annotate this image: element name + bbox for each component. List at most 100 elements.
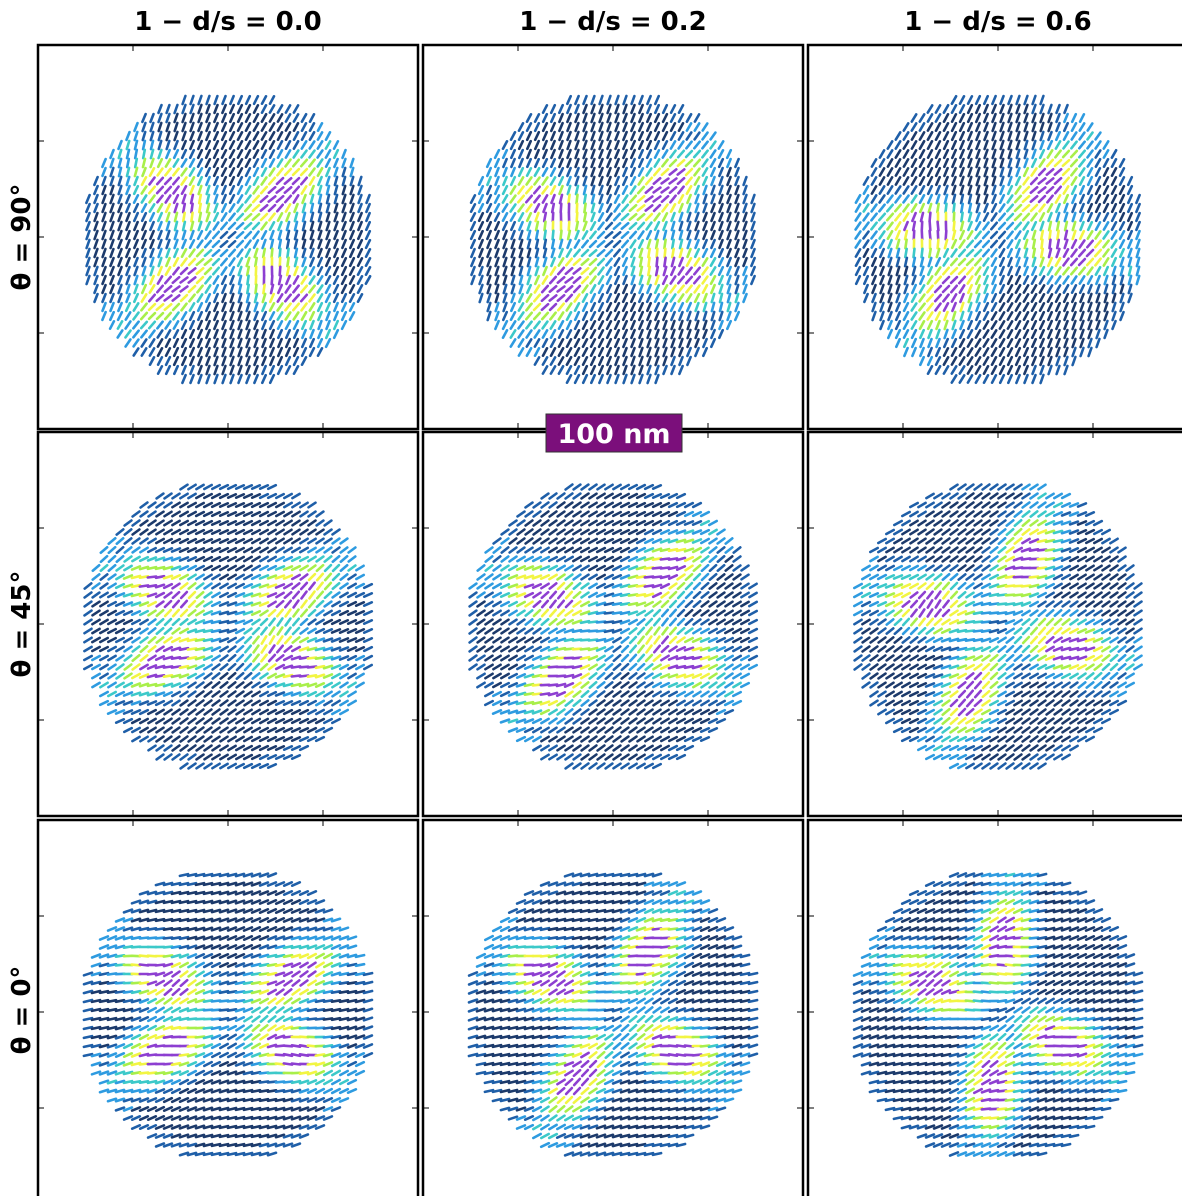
director (996, 574, 1008, 580)
director (341, 220, 347, 232)
director (194, 637, 206, 643)
director (676, 581, 686, 591)
director (510, 292, 516, 304)
director (226, 610, 238, 616)
director (141, 220, 147, 232)
director (572, 257, 582, 267)
director (934, 166, 942, 178)
director (163, 744, 173, 752)
director (694, 220, 700, 232)
director (163, 708, 173, 716)
director (1086, 274, 1094, 286)
director (293, 238, 299, 250)
director (926, 184, 934, 196)
director (886, 221, 894, 231)
director (477, 193, 485, 205)
director (999, 130, 1005, 142)
director (341, 148, 347, 160)
director (485, 220, 493, 232)
director (643, 600, 655, 608)
director (1039, 373, 1045, 385)
director (547, 646, 559, 652)
director (1014, 302, 1022, 312)
director (533, 121, 541, 133)
director (258, 762, 270, 770)
director (213, 103, 219, 115)
director (716, 546, 726, 554)
director (683, 708, 695, 716)
director (499, 582, 511, 590)
director (98, 699, 110, 707)
director (1103, 310, 1109, 322)
director (133, 130, 139, 142)
director (934, 157, 942, 169)
director (1047, 319, 1053, 331)
director (99, 690, 109, 698)
director (500, 546, 510, 554)
director (635, 528, 647, 536)
director (292, 113, 300, 123)
director (564, 528, 574, 536)
director (651, 492, 663, 500)
director (973, 546, 983, 554)
director (718, 310, 724, 322)
director (590, 121, 596, 133)
director (572, 590, 582, 600)
director (125, 283, 131, 295)
director (268, 149, 276, 159)
director (154, 673, 166, 679)
director (878, 247, 886, 259)
director (635, 501, 647, 509)
director (556, 293, 566, 303)
director (572, 537, 582, 545)
director (1110, 193, 1118, 205)
director (221, 121, 227, 133)
director (603, 582, 615, 590)
director (582, 130, 588, 142)
director (589, 230, 597, 240)
director (652, 186, 662, 194)
director (1095, 328, 1101, 340)
director (1045, 168, 1055, 176)
director (1084, 519, 1096, 527)
director (525, 293, 533, 303)
director (261, 337, 267, 349)
director (171, 302, 181, 312)
director (612, 690, 622, 698)
director (925, 573, 935, 581)
director (298, 674, 310, 678)
director (629, 166, 637, 178)
director (717, 157, 725, 169)
director (598, 166, 604, 178)
director (644, 726, 654, 734)
director (1087, 283, 1093, 295)
director (340, 247, 348, 259)
director (1021, 501, 1031, 509)
director (677, 194, 685, 204)
director (1110, 149, 1118, 159)
director (717, 328, 725, 340)
director (710, 202, 716, 214)
director (991, 157, 997, 169)
director (1102, 167, 1110, 177)
director (276, 311, 284, 321)
director (149, 274, 155, 286)
director (742, 265, 748, 277)
director (982, 356, 990, 366)
director (1118, 202, 1126, 214)
director (140, 329, 148, 339)
director (1053, 501, 1063, 509)
director (315, 537, 325, 545)
director (268, 635, 276, 645)
director (981, 239, 991, 249)
director (275, 519, 285, 527)
director (346, 663, 358, 671)
director (219, 708, 229, 716)
director (301, 202, 307, 214)
director (613, 274, 621, 286)
director (645, 130, 653, 142)
director (213, 94, 219, 106)
director (637, 310, 645, 322)
director (1029, 501, 1039, 509)
director (863, 292, 869, 304)
